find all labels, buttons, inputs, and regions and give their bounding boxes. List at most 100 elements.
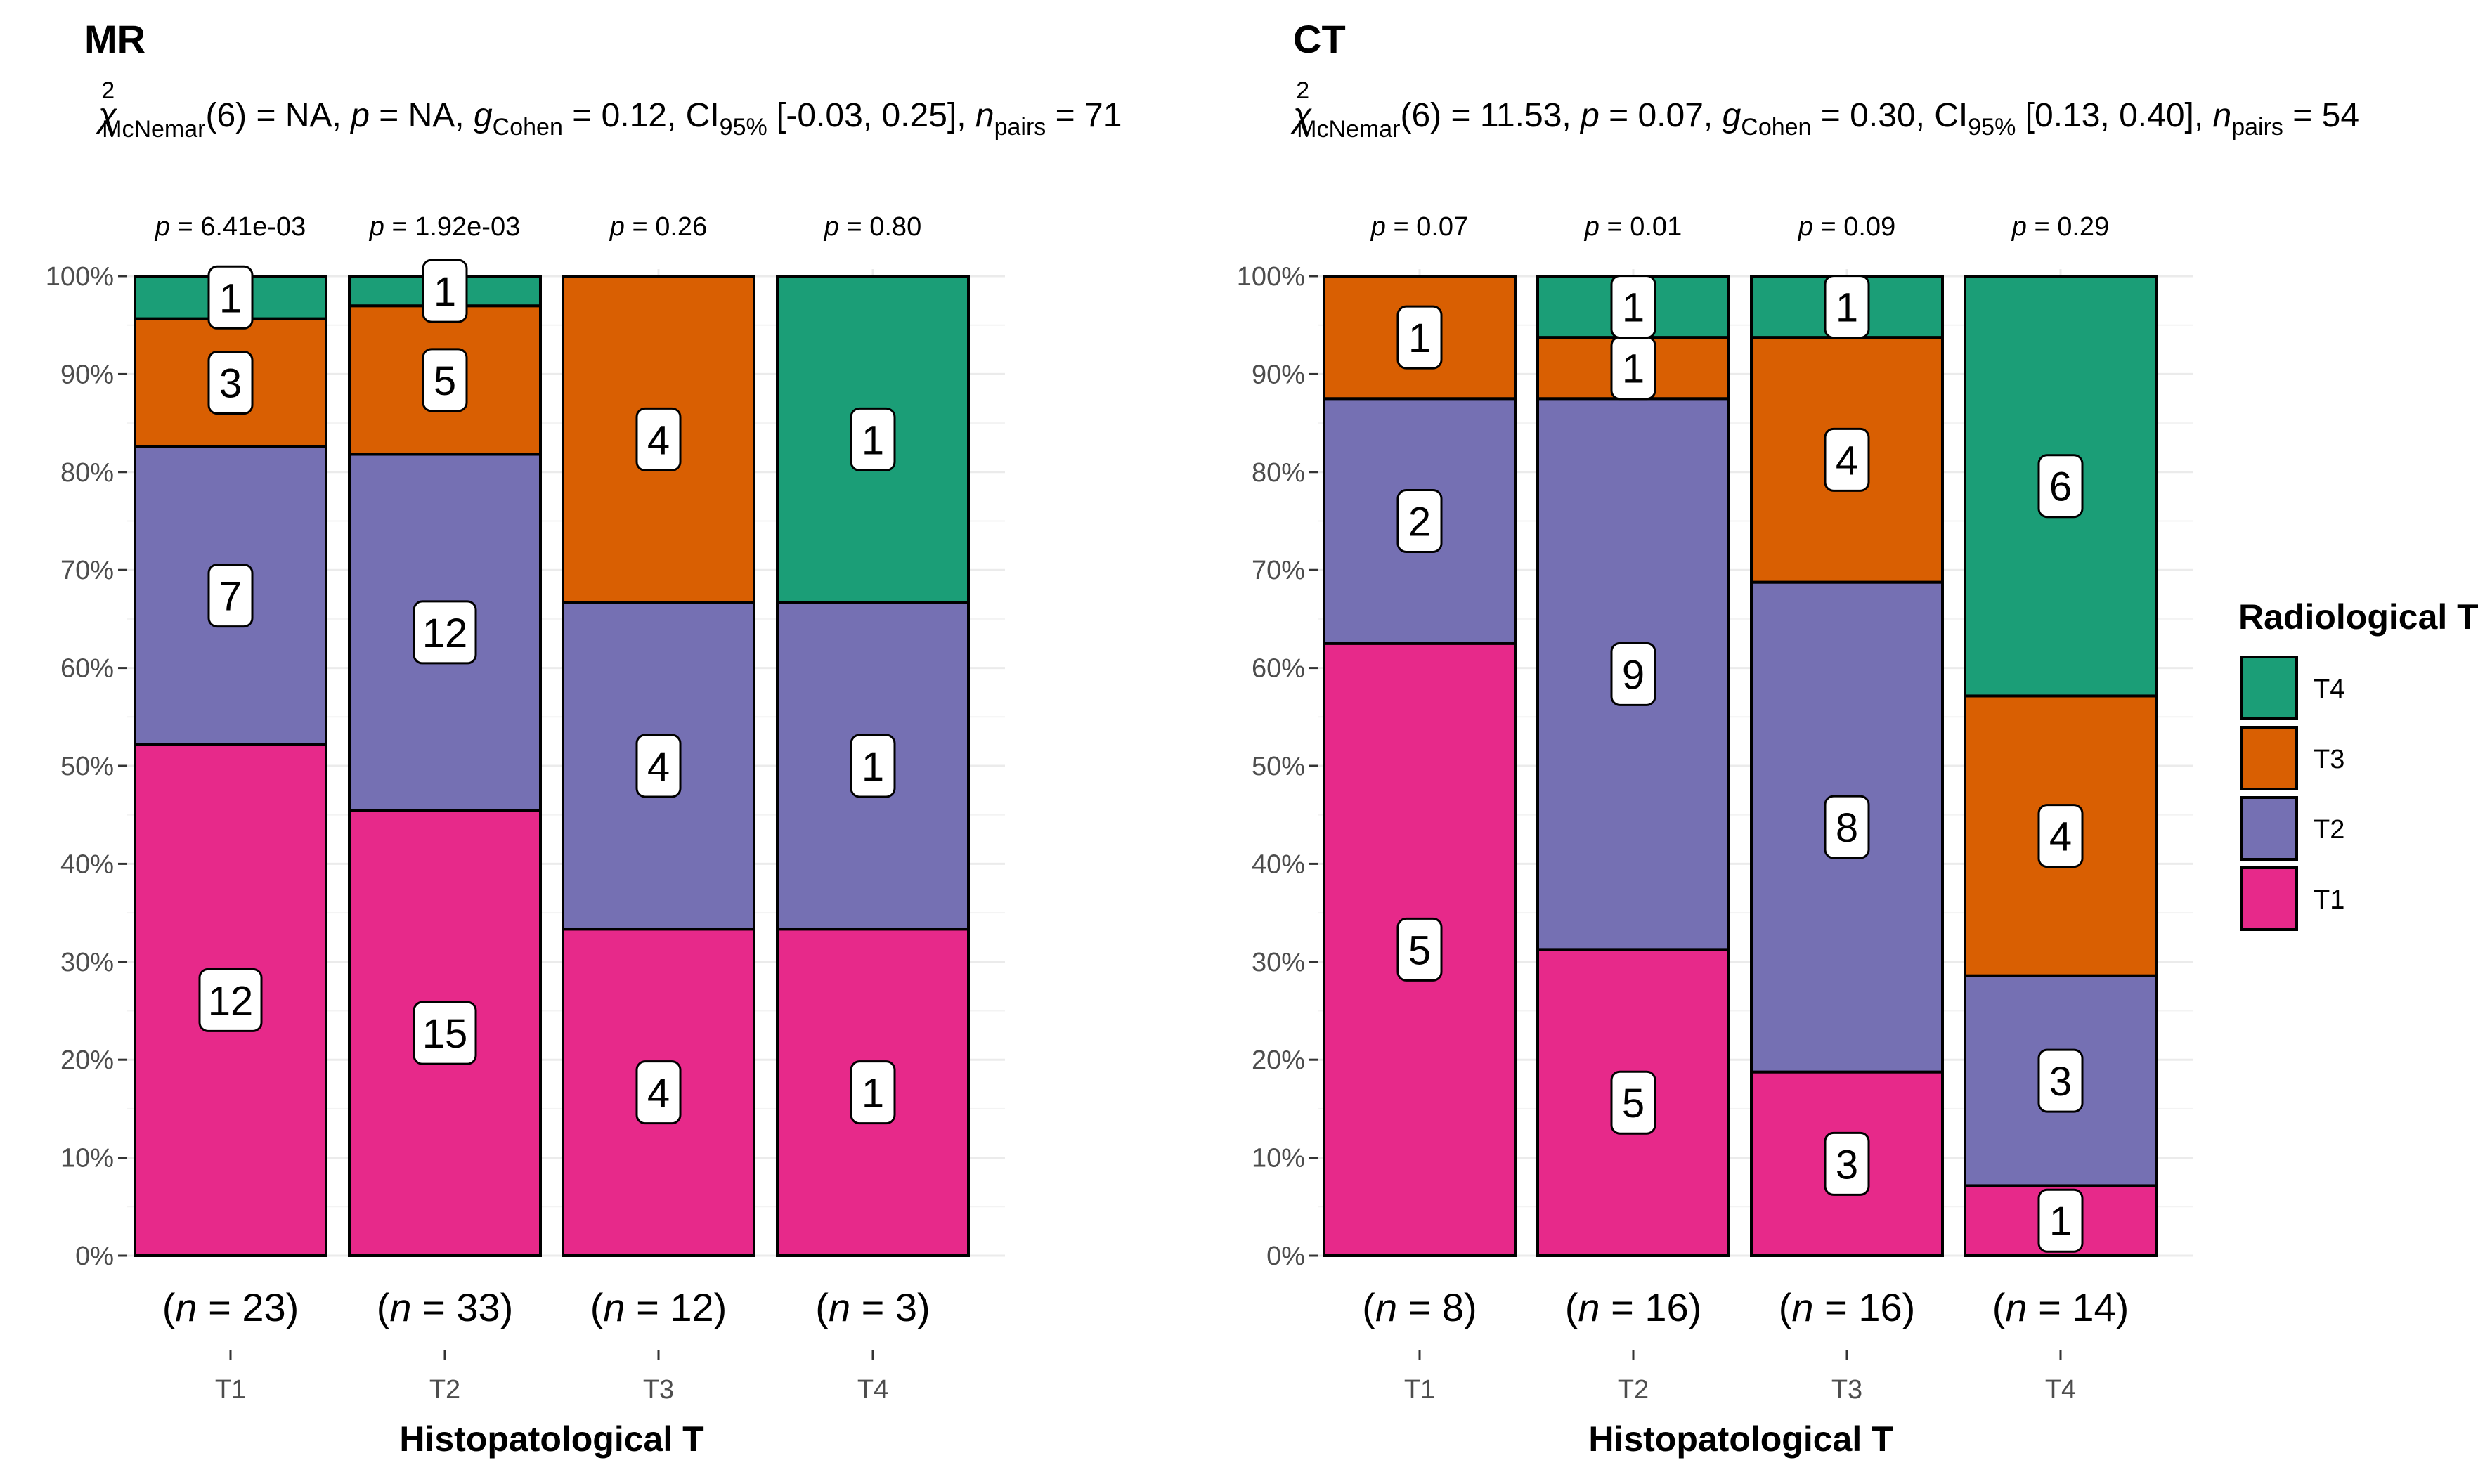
data-label-box [635, 407, 682, 471]
data-label: 4 [647, 417, 670, 463]
data-label: 1 [434, 269, 456, 315]
data-label-box [1610, 642, 1656, 706]
data-label: 1 [862, 1071, 884, 1117]
p-symbol: p [2011, 212, 2027, 242]
data-label-box [422, 348, 468, 412]
data-label-box [1610, 275, 1656, 339]
legend-swatch-t1 [2240, 866, 2298, 931]
data-label-box [413, 600, 477, 665]
x-tick-label: T3 [1831, 1375, 1862, 1405]
df-text: (6) = 11.53, [1400, 97, 1581, 134]
bar-t3-t3 [1750, 336, 1944, 584]
legend: Radiological T T4 T3 T2 T1 [2238, 597, 2478, 931]
x-tick-label: T2 [1618, 1375, 1649, 1405]
n-value: = 16) [1814, 1285, 1916, 1329]
data-label-box [1396, 305, 1443, 370]
data-label: 7 [219, 574, 242, 620]
n-symbol: n [389, 1285, 411, 1329]
p-symbol: p [369, 212, 384, 242]
p-value-label: p = 0.26 [609, 212, 707, 242]
y-tick-label: 70% [1252, 556, 1305, 585]
data-label: 1 [1836, 285, 1858, 331]
y-tick-label: 60% [60, 654, 114, 684]
chi-symbol: χ [1290, 97, 1312, 134]
y-tick-label: 60% [1252, 654, 1305, 684]
n-open: ( [1565, 1285, 1578, 1329]
y-tick-label: 100% [1237, 262, 1305, 292]
data-label: 4 [647, 1071, 670, 1117]
n-symbol: n [1375, 1285, 1397, 1329]
p-value: = 0.09 [1813, 212, 1895, 242]
n-open: ( [590, 1285, 604, 1329]
chi-subscript: McNemar [1297, 116, 1400, 143]
chi-subscript: McNemar [102, 116, 205, 143]
n-value: = 23) [197, 1285, 299, 1329]
data-label: 1 [2049, 1199, 2072, 1244]
data-label-box [2037, 1188, 2084, 1253]
legend-swatch-t3 [2240, 726, 2298, 790]
data-label-box [413, 1001, 477, 1065]
g-subscript: Cohen [1741, 114, 1811, 141]
p-value-label: p = 0.29 [2011, 212, 2109, 242]
y-tick-label: 10% [60, 1144, 114, 1173]
p-value: = 0.01 [1600, 212, 1682, 242]
data-label-box [2037, 454, 2084, 519]
n-label: (n = 8) [1362, 1285, 1477, 1329]
n-label: (n = 23) [162, 1285, 299, 1329]
x-tick-label: T1 [1404, 1375, 1435, 1405]
y-tick-label: 30% [1252, 948, 1305, 977]
chi-symbol: χ [96, 97, 117, 134]
ci-text: [0.13, 0.40], [2016, 97, 2212, 134]
n-label: (n = 14) [1992, 1285, 2129, 1329]
g-text: = 0.30, CI [1811, 97, 1968, 134]
n-symbol: n [975, 97, 994, 134]
data-label-box [1824, 1131, 1870, 1196]
n-symbol: n [603, 1285, 625, 1329]
n-value: = 33) [412, 1285, 514, 1329]
p-value: = 0.07 [1386, 212, 1468, 242]
x-tick-label: T4 [2045, 1375, 2076, 1405]
n-symbol: n [2005, 1285, 2027, 1329]
data-label: 1 [862, 744, 884, 790]
y-tick-label: 40% [1252, 850, 1305, 879]
p-symbol: p [1579, 97, 1600, 134]
data-label-box [850, 1060, 896, 1125]
data-label-box [1824, 275, 1870, 339]
n-label: (n = 16) [1779, 1285, 1916, 1329]
p-text: = NA, [370, 97, 474, 134]
data-label-box [2037, 804, 2084, 868]
y-tick-label: 20% [60, 1046, 114, 1075]
y-tick-label: 50% [1252, 752, 1305, 781]
p-value: = 0.26 [625, 212, 707, 242]
legend-label-t3: T3 [2314, 745, 2344, 774]
data-label-box [1396, 917, 1443, 982]
data-label: 1 [1408, 315, 1431, 361]
p-symbol: p [824, 212, 839, 242]
y-tick-label: 0% [1266, 1242, 1305, 1271]
y-tick-label: 0% [75, 1242, 114, 1271]
data-label-box [1610, 1070, 1656, 1135]
legend-label-t1: T1 [2314, 885, 2344, 915]
data-label: 1 [862, 417, 884, 463]
p-symbol: p [1370, 212, 1386, 242]
ci-text: [-0.03, 0.25], [767, 97, 975, 134]
data-label: 3 [219, 361, 242, 407]
x-tick-label: T1 [215, 1375, 246, 1405]
n-value: = 8) [1397, 1285, 1477, 1329]
x-tick-label: T2 [429, 1375, 460, 1405]
legend-label-t4: T4 [2314, 675, 2344, 704]
n-label: (n = 33) [377, 1285, 514, 1329]
legend-swatch-t2 [2240, 796, 2298, 861]
y-tick-label: 80% [60, 458, 114, 488]
g-subscript: Cohen [493, 114, 563, 141]
n-open: ( [377, 1285, 390, 1329]
p-value-label: p = 1.92e-03 [369, 212, 520, 242]
data-label-box [850, 734, 896, 798]
data-label: 1 [1622, 285, 1645, 331]
df-text: (6) = NA, [205, 97, 351, 134]
data-label-box [2037, 1048, 2084, 1113]
data-label-box [198, 968, 263, 1032]
data-label: 3 [1836, 1142, 1858, 1187]
y-tick-label: 90% [60, 360, 114, 389]
